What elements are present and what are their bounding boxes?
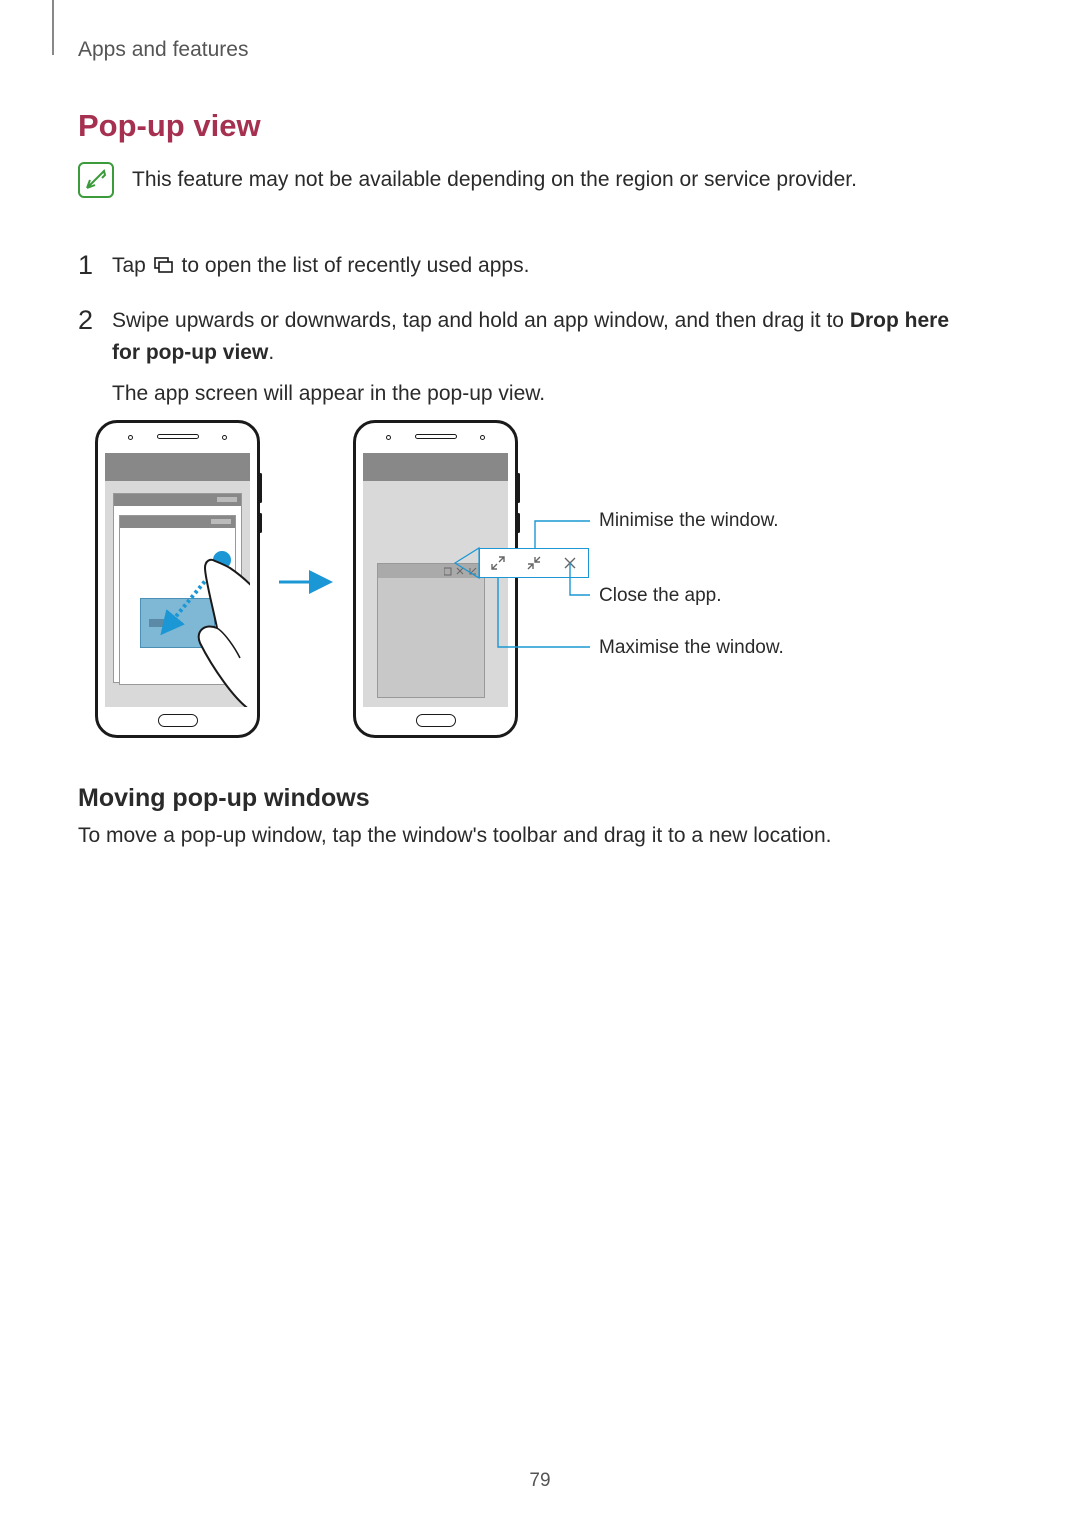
step-1-pre: Tap	[112, 254, 152, 277]
step-1: 1 Tap to open the list of recently used …	[78, 250, 529, 282]
step-2-text-c: .	[268, 341, 274, 364]
callout-close: Close the app.	[599, 585, 722, 607]
header-rule	[52, 0, 54, 55]
step-2-body: Swipe upwards or downwards, tap and hold…	[112, 305, 962, 410]
callout-maximise: Maximise the window.	[599, 637, 784, 659]
step-2-line2: The app screen will appear in the pop-up…	[112, 382, 545, 405]
step-2-text-a: Swipe upwards or downwards, tap and hold…	[112, 309, 850, 332]
note-row: This feature may not be available depend…	[78, 162, 857, 198]
page-number: 79	[529, 1470, 550, 1492]
recent-apps-icon	[154, 251, 174, 283]
step-1-post: to open the list of recently used apps.	[176, 254, 530, 277]
step-2: 2 Swipe upwards or downwards, tap and ho…	[78, 305, 962, 410]
figure: Minimise the window. Close the app. Maxi…	[95, 420, 915, 750]
subsection-title: Moving pop-up windows	[78, 784, 370, 813]
section-title: Pop-up view	[78, 108, 261, 144]
breadcrumb: Apps and features	[78, 38, 248, 62]
phone-illustration-left	[95, 420, 260, 738]
transition-arrow-icon	[277, 570, 337, 594]
screen-left	[105, 453, 250, 707]
subsection-text: To move a pop-up window, tap the window'…	[78, 824, 831, 848]
step-1-number: 1	[78, 250, 98, 281]
step-2-number: 2	[78, 305, 98, 336]
hand-illustration	[195, 553, 250, 707]
note-text: This feature may not be available depend…	[132, 168, 857, 192]
callout-minimise: Minimise the window.	[599, 510, 779, 532]
step-1-body: Tap to open the list of recently used ap…	[112, 250, 529, 282]
note-icon	[78, 162, 114, 198]
